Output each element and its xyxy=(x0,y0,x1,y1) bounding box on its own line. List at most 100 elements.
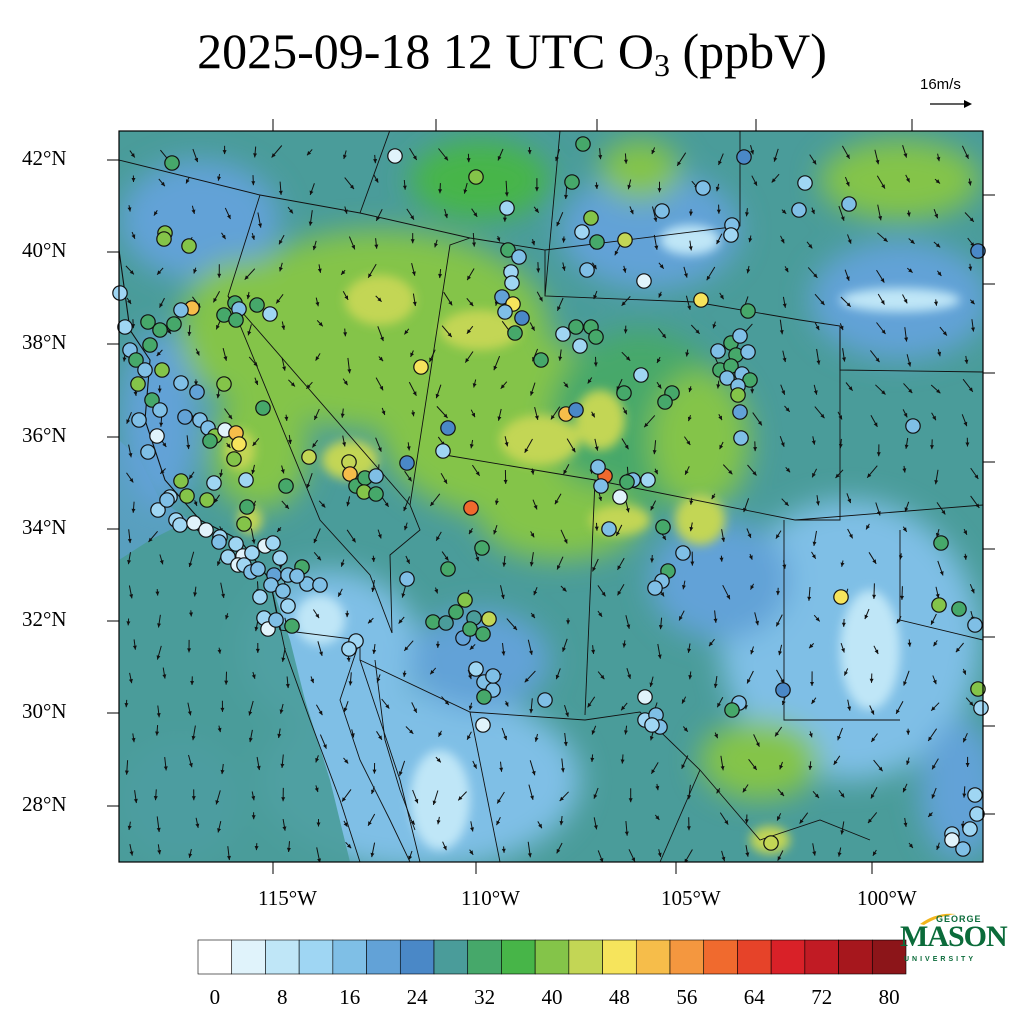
station-marker xyxy=(533,352,549,368)
wind-vector-head xyxy=(683,727,688,732)
wind-vector-head xyxy=(875,159,880,165)
wind-vector-head xyxy=(896,618,901,624)
wind-vector-head xyxy=(718,415,722,421)
wind-vector-head xyxy=(651,769,656,774)
station-marker xyxy=(967,617,983,633)
wind-vector-head xyxy=(159,303,164,308)
station-marker xyxy=(463,500,479,516)
station-marker xyxy=(695,180,711,196)
wind-vector-head xyxy=(251,795,256,801)
colorbar-tick-label: 8 xyxy=(277,985,288,1009)
wind-vector-head xyxy=(497,156,502,161)
wind-vector-head xyxy=(659,264,664,269)
station-marker xyxy=(736,149,752,165)
wind-vector-head xyxy=(556,848,561,854)
wind-vector-head xyxy=(808,244,813,249)
wind-vector-head xyxy=(536,268,541,273)
wind-vector-head xyxy=(156,713,161,718)
wind-vector-head xyxy=(538,823,542,829)
wind-vector-head xyxy=(340,562,345,567)
colorbar-swatch xyxy=(366,939,401,975)
station-marker xyxy=(272,550,288,566)
wind-vector-head xyxy=(414,798,419,804)
wind-vector-head xyxy=(902,527,907,532)
lat-label-34: 34°N xyxy=(22,515,67,539)
wind-vector-head xyxy=(156,827,161,832)
wind-vector-head xyxy=(600,674,605,680)
observation-stations xyxy=(112,136,989,857)
wind-vector-head xyxy=(458,796,463,801)
wind-vector-head xyxy=(750,585,755,590)
wind-vector-head xyxy=(815,325,820,331)
wind-vector-head xyxy=(847,706,852,711)
wind-vector-head xyxy=(251,674,256,679)
wind-vector-head xyxy=(904,337,909,342)
station-marker xyxy=(962,821,978,837)
wind-vector-head xyxy=(594,526,599,531)
scale-vector-arrow xyxy=(930,100,972,108)
wind-vector-head xyxy=(677,161,681,166)
wind-vector-head xyxy=(845,276,850,281)
station-marker xyxy=(211,534,227,550)
wind-vector-head xyxy=(872,851,877,856)
station-marker xyxy=(198,522,214,538)
wind-vector-head xyxy=(657,358,661,363)
station-marker xyxy=(507,325,523,341)
wind-vector-head xyxy=(251,181,256,186)
wind-vector-head xyxy=(563,741,568,747)
wind-vector-head xyxy=(844,671,848,676)
wind-vector-head xyxy=(281,325,286,330)
wind-vector-head xyxy=(562,587,567,592)
wind-vector-head xyxy=(190,681,195,685)
colorbar-swatch xyxy=(568,939,603,975)
wind-vector-head xyxy=(750,389,755,394)
wind-vector-head xyxy=(372,649,377,654)
wind-vector-head xyxy=(188,762,193,768)
wind-vector-head xyxy=(717,702,721,708)
wind-vector-head xyxy=(875,357,880,363)
wind-vector-head xyxy=(974,474,979,479)
wind-vector-head xyxy=(780,238,785,244)
wind-vector-head xyxy=(716,384,721,389)
station-marker xyxy=(504,275,520,291)
wind-vector-head xyxy=(370,852,375,858)
wind-vector-head xyxy=(557,306,561,311)
wind-vector-head xyxy=(155,591,160,596)
wind-vector-head xyxy=(808,733,813,738)
wind-vector-head xyxy=(880,278,885,283)
wind-vector-head xyxy=(706,275,711,281)
station-marker xyxy=(250,561,266,577)
wind-vector-head xyxy=(969,701,974,706)
station-marker xyxy=(970,243,986,259)
wind-vector-head xyxy=(561,266,566,271)
wind-vector-head xyxy=(310,678,314,684)
wind-vector-head xyxy=(593,825,598,830)
wind-vector-head xyxy=(881,329,886,334)
wind-vector-head xyxy=(776,591,780,596)
wind-vector-head xyxy=(286,847,291,852)
wind-vector-head xyxy=(907,362,912,367)
wind-vector-head xyxy=(902,468,907,473)
wind-vector-head xyxy=(846,302,851,307)
station-marker xyxy=(970,681,986,697)
station-marker xyxy=(117,319,133,335)
wind-vector-head xyxy=(340,413,345,418)
station-marker xyxy=(387,148,403,164)
wind-vector-head xyxy=(122,357,127,362)
wind-vector-head xyxy=(688,675,693,680)
wind-vector-head xyxy=(380,336,384,342)
wind-vector-head xyxy=(124,703,129,708)
wind-vector-head xyxy=(716,239,721,245)
station-marker xyxy=(130,376,146,392)
wind-vector-head xyxy=(907,642,912,647)
wind-vector-head xyxy=(715,186,720,192)
station-marker xyxy=(275,583,291,599)
station-marker xyxy=(280,598,296,614)
wind-vector-head xyxy=(908,268,913,273)
wind-vector-head xyxy=(661,333,666,339)
colorbar-swatch xyxy=(197,939,233,975)
wind-vector-head xyxy=(840,216,845,221)
wind-vector-head xyxy=(530,391,534,396)
station-marker xyxy=(644,717,660,733)
wind-vector-head xyxy=(343,154,347,159)
